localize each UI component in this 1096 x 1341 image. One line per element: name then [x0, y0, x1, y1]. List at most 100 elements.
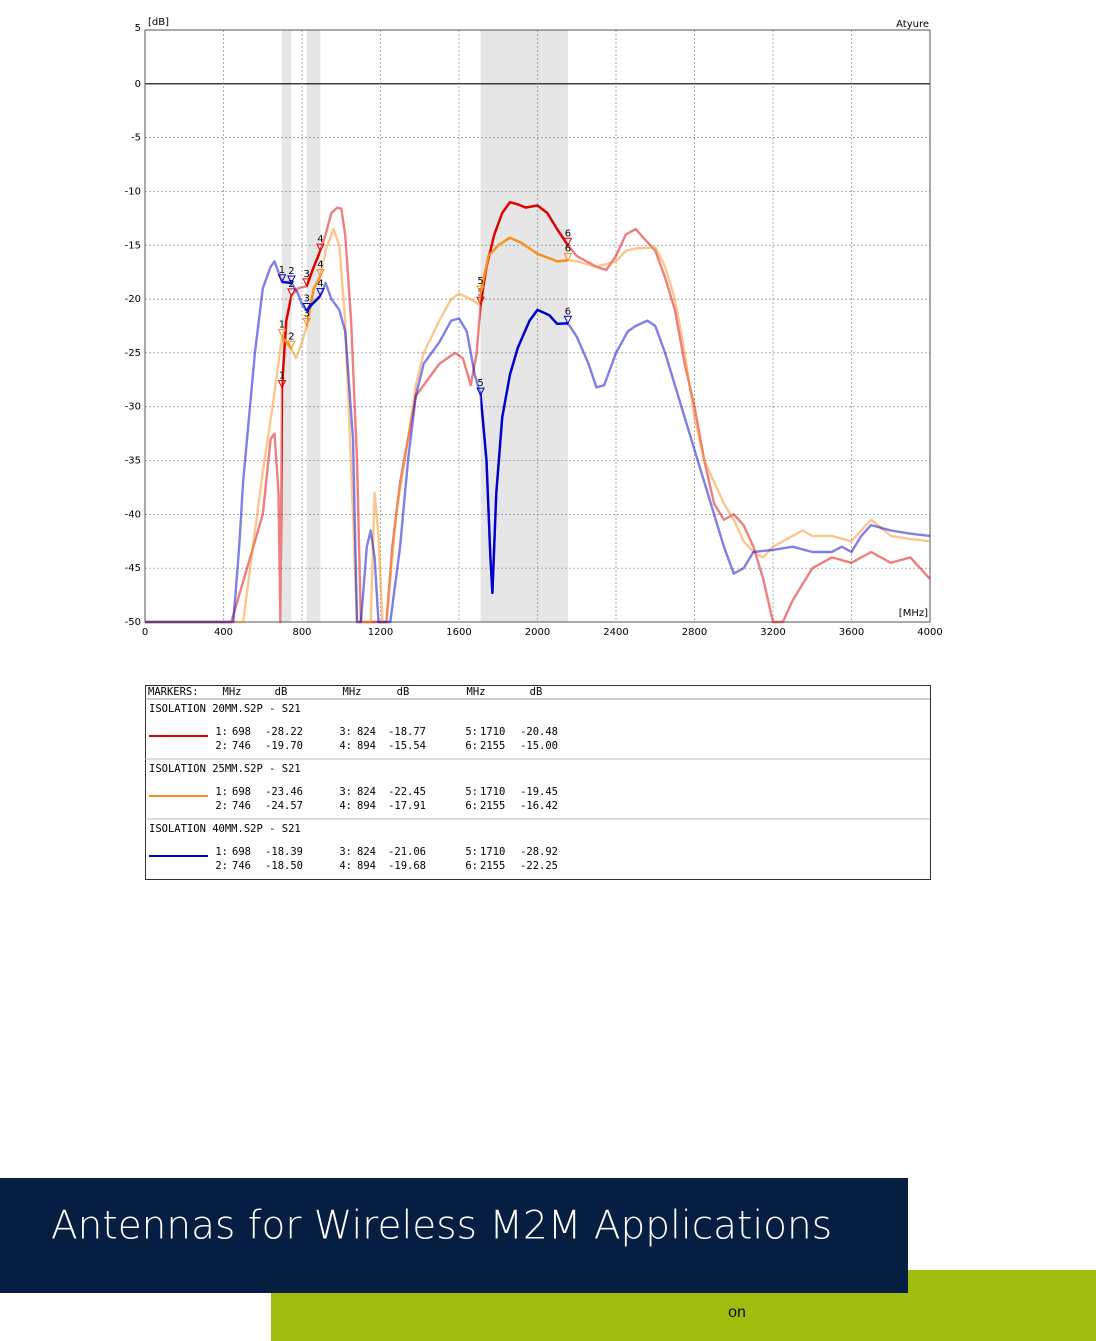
marker-mhz: 1710	[480, 726, 505, 738]
y-tick-label: -45	[125, 563, 141, 574]
marker-db: -22.45	[388, 786, 426, 798]
marker-id: 4:	[339, 860, 352, 872]
marker-db: -21.06	[388, 846, 426, 858]
marker-id: 2:	[215, 860, 228, 872]
marker-triangle	[277, 328, 287, 338]
x-tick-label: 2000	[525, 627, 550, 638]
marker-number: 3	[304, 294, 310, 305]
marker-triangle	[316, 243, 325, 253]
x-unit: [MHz]	[899, 608, 928, 619]
marker-number: 3	[304, 308, 310, 319]
marker-triangle	[287, 288, 296, 297]
y-tick-label: 0	[135, 79, 141, 90]
marker-number: 1	[279, 319, 285, 330]
marker-id: 1:	[215, 846, 228, 858]
series-line-in-band	[281, 260, 568, 622]
marker-mhz: 2155	[480, 800, 505, 812]
y-tick-label: -40	[125, 509, 141, 520]
marker-triangle	[563, 315, 573, 325]
table-column-header: dB	[530, 686, 543, 698]
marker-number: 6	[565, 244, 571, 255]
legend-label: ISOLATION 25MM.S2P - S21	[149, 763, 301, 775]
marker-number: 6	[565, 306, 571, 317]
marker-triangle	[476, 387, 485, 397]
y-tick-label: -10	[125, 186, 141, 197]
table-column-header: dB	[275, 686, 288, 698]
y-tick-label: -15	[125, 240, 141, 251]
marker-id: 3:	[339, 846, 352, 858]
y-tick-label: -35	[125, 456, 141, 467]
marker-mhz: 746	[232, 800, 251, 812]
plot-frame	[144, 29, 931, 623]
marker-id: 5:	[465, 786, 478, 798]
table-column-header: MHz	[223, 686, 242, 698]
marker-triangle	[277, 274, 287, 283]
y-tick-label: -5	[131, 133, 141, 144]
legend-label: ISOLATION 40MM.S2P - S21	[149, 823, 301, 835]
marker-triangle	[287, 340, 296, 350]
footer-navy-band	[0, 1178, 908, 1293]
table-header: MARKERS:	[148, 686, 199, 698]
x-tick-label: 0	[142, 627, 148, 638]
marker-id: 6:	[465, 860, 478, 872]
marker-mhz: 746	[232, 740, 251, 752]
table-column-header: dB	[397, 686, 410, 698]
marker-mhz: 2155	[480, 860, 505, 872]
frequency-band	[306, 30, 321, 622]
y-tick-label: -50	[125, 617, 141, 628]
marker-db: -28.22	[265, 726, 303, 738]
marker-mhz: 894	[357, 740, 376, 752]
marker-triangle	[302, 317, 312, 327]
marker-db: -22.25	[520, 860, 558, 872]
marker-number: 4	[317, 279, 323, 290]
marker-id: 4:	[339, 740, 352, 752]
footer-title: Antennas for Wireless M2M Applications	[51, 1204, 832, 1249]
marker-id: 3:	[339, 726, 352, 738]
table-column-header: MHz	[467, 686, 486, 698]
marker-mhz: 824	[357, 726, 376, 738]
x-tick-label: 3200	[760, 627, 785, 638]
marker-mhz: 894	[357, 860, 376, 872]
y-tick-label: -30	[125, 402, 141, 413]
y-tick-label: -25	[125, 348, 141, 359]
marker-mhz: 894	[357, 800, 376, 812]
corner-label: Atyure	[896, 19, 929, 30]
marker-number: 5	[477, 276, 483, 287]
table-column-header: MHz	[343, 686, 362, 698]
marker-number: 1	[279, 265, 285, 276]
marker-db: -28.92	[520, 846, 558, 858]
x-tick-label: 4000	[917, 627, 942, 638]
marker-db: -18.50	[265, 860, 303, 872]
marker-triangle	[316, 269, 325, 278]
marker-mhz: 698	[232, 846, 251, 858]
y-unit: [dB]	[148, 17, 169, 28]
marker-triangle	[302, 278, 312, 287]
marker-number: 1	[279, 371, 285, 382]
chart: 50-5-10-15-20-25-30-35-40-45-500 400 800 12…	[125, 17, 943, 638]
x-tick-label: 400	[214, 627, 233, 638]
marker-number: 4	[317, 234, 323, 245]
marker-id: 2:	[215, 740, 228, 752]
marker-triangle	[563, 253, 573, 262]
series-line-in-band	[281, 201, 568, 622]
legend-label: ISOLATION 20MM.S2P - S21	[149, 703, 301, 715]
marker-db: -24.57	[265, 800, 303, 812]
x-tick-label: 1600	[446, 627, 471, 638]
marker-db: -18.77	[388, 726, 426, 738]
marker-db: -15.00	[520, 740, 558, 752]
footer-subtitle: on	[728, 1304, 746, 1321]
marker-mhz: 1710	[480, 786, 505, 798]
marker-db: -19.70	[265, 740, 303, 752]
x-tick-label: 3600	[839, 627, 864, 638]
marker-mhz: 824	[357, 786, 376, 798]
marker-db: -19.68	[388, 860, 426, 872]
marker-db: -17.91	[388, 800, 426, 812]
marker-db: -16.42	[520, 800, 558, 812]
y-tick-label: -20	[125, 294, 141, 305]
marker-number: 3	[304, 269, 310, 280]
marker-mhz: 698	[232, 726, 251, 738]
table-frame	[145, 685, 931, 880]
marker-triangle	[287, 275, 296, 285]
marker-mhz: 1710	[480, 846, 505, 858]
